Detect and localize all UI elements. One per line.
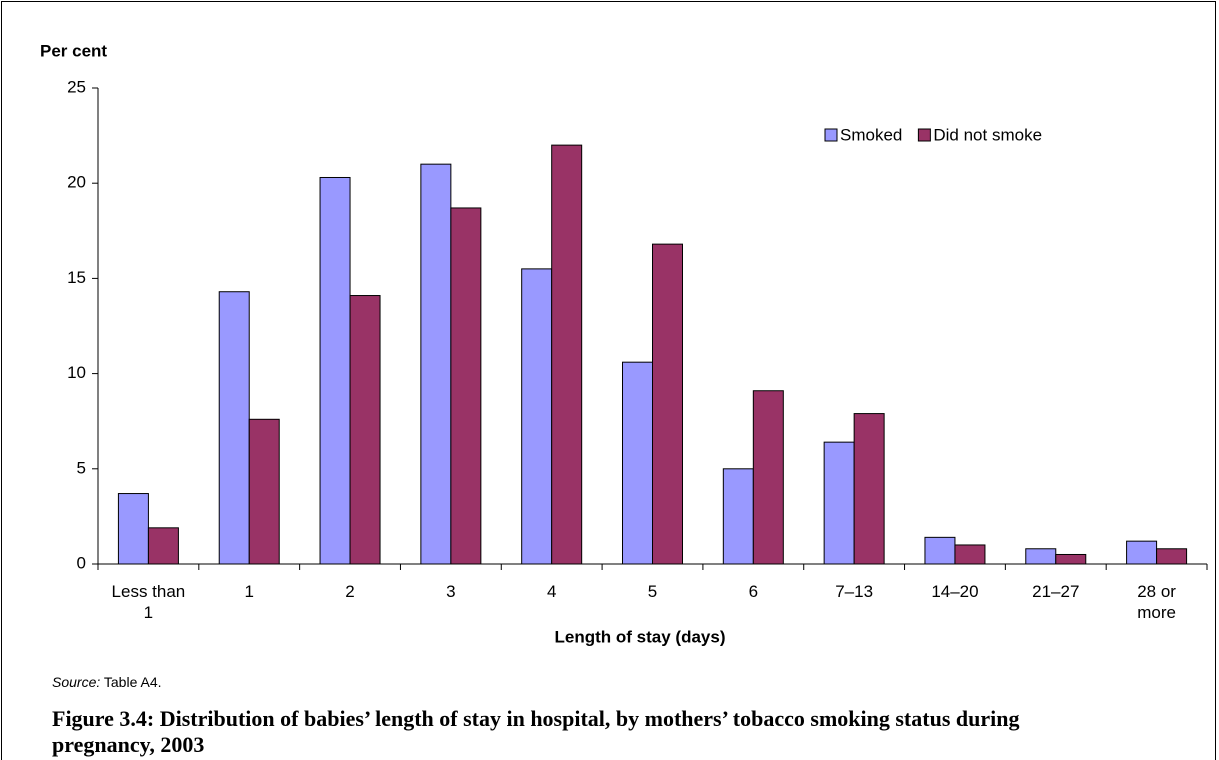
source-label: Source: — [52, 674, 101, 690]
x-tick-label: 7–13 — [835, 582, 874, 601]
y-tick-label: 10 — [67, 363, 86, 382]
bar — [147, 527, 179, 565]
legend-label: Smoked — [840, 125, 902, 144]
bar — [823, 441, 855, 565]
bar — [248, 418, 280, 565]
bar — [853, 413, 885, 565]
bar — [551, 144, 583, 565]
bar — [1156, 548, 1188, 565]
y-tick-label: 25 — [67, 77, 86, 96]
x-tick-label: 2 — [345, 582, 355, 601]
bar — [924, 536, 956, 565]
y-tick-label: 0 — [77, 553, 86, 572]
x-tick-label: 3 — [446, 582, 456, 601]
bar — [652, 243, 683, 565]
bar — [349, 295, 381, 565]
x-axis-title: Length of stay (days) — [555, 627, 726, 646]
x-tick-label: 21–27 — [1032, 582, 1080, 601]
bar — [752, 390, 784, 565]
legend-label: Did not smoke — [933, 125, 1042, 144]
bar — [218, 291, 250, 565]
bar — [521, 268, 553, 565]
source-text: Table A4. — [103, 674, 162, 690]
bar — [622, 361, 653, 565]
x-tick-label: 6 — [748, 582, 759, 601]
x-tick-label: 1 — [244, 582, 254, 601]
x-tick-label: 28 or more — [1137, 582, 1176, 622]
bar — [1126, 540, 1158, 565]
bar — [954, 544, 986, 565]
x-tick-label: 5 — [647, 582, 658, 601]
bar — [450, 207, 482, 565]
bar — [1055, 553, 1087, 565]
y-axis-title: Per cent — [40, 41, 107, 60]
caption: Figure 3.4: Distribution of babies’ leng… — [52, 706, 1020, 757]
y-tick-label: 5 — [77, 458, 86, 477]
y-tick-label: 20 — [67, 173, 86, 192]
legend-swatch — [917, 128, 931, 142]
legend-swatch — [824, 128, 838, 142]
bar — [117, 493, 149, 565]
bar — [319, 176, 351, 565]
bar — [420, 163, 452, 565]
bar — [1025, 548, 1057, 565]
x-tick-label: 14–20 — [931, 582, 979, 601]
x-tick-label: 4 — [546, 582, 557, 601]
source: Source: Table A4. — [52, 674, 162, 690]
bar — [722, 468, 754, 565]
x-tick-label: Less than 1 — [111, 582, 186, 622]
y-tick-label: 15 — [67, 268, 86, 287]
